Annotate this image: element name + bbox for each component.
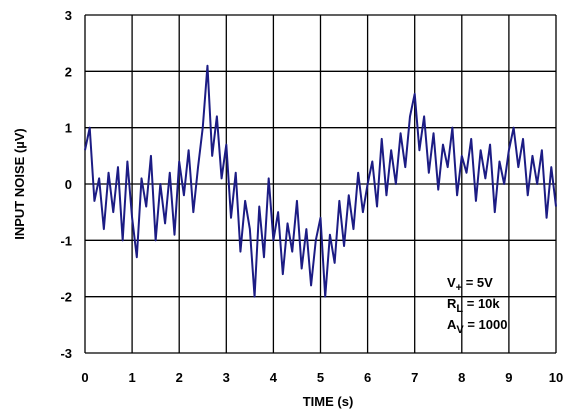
annotation-sub: V	[456, 324, 464, 336]
y-tick-label: -1	[60, 233, 72, 248]
annotation-rest: = 10k	[463, 296, 500, 311]
x-tick-label: 2	[176, 370, 183, 385]
y-tick-label: 1	[65, 121, 72, 136]
x-tick-label: 1	[128, 370, 135, 385]
y-tick-label: -2	[60, 290, 72, 305]
y-tick-label: 2	[65, 64, 72, 79]
x-tick-label: 5	[317, 370, 324, 385]
y-axis-label: INPUT NOISE (µV)	[12, 128, 27, 240]
annotation-sub: L	[456, 303, 463, 315]
x-tick-label: 10	[549, 370, 563, 385]
x-tick-label: 4	[270, 370, 278, 385]
x-tick-label: 6	[364, 370, 371, 385]
annotation-rest: = 1000	[464, 317, 508, 332]
y-tick-label: 0	[65, 177, 72, 192]
annotation-text: R	[447, 296, 457, 311]
annotation-sub: +	[456, 282, 462, 294]
annotation: V+ = 5V	[447, 275, 493, 294]
x-tick-label: 7	[411, 370, 418, 385]
x-tick-label: 0	[81, 370, 88, 385]
x-tick-label: 8	[458, 370, 465, 385]
annotation-rest: = 5V	[462, 275, 493, 290]
x-tick-label: 9	[505, 370, 512, 385]
annotation-text: A	[447, 317, 457, 332]
y-tick-label: -3	[60, 346, 72, 361]
annotation: RL = 10k	[447, 296, 500, 315]
noise-line	[84, 64, 557, 298]
x-axis-label: TIME (s)	[303, 394, 354, 409]
annotation: AV = 1000	[447, 317, 507, 336]
x-tick-label: 3	[223, 370, 230, 385]
annotation-text: V	[447, 275, 456, 290]
y-tick-label: 3	[65, 8, 72, 23]
